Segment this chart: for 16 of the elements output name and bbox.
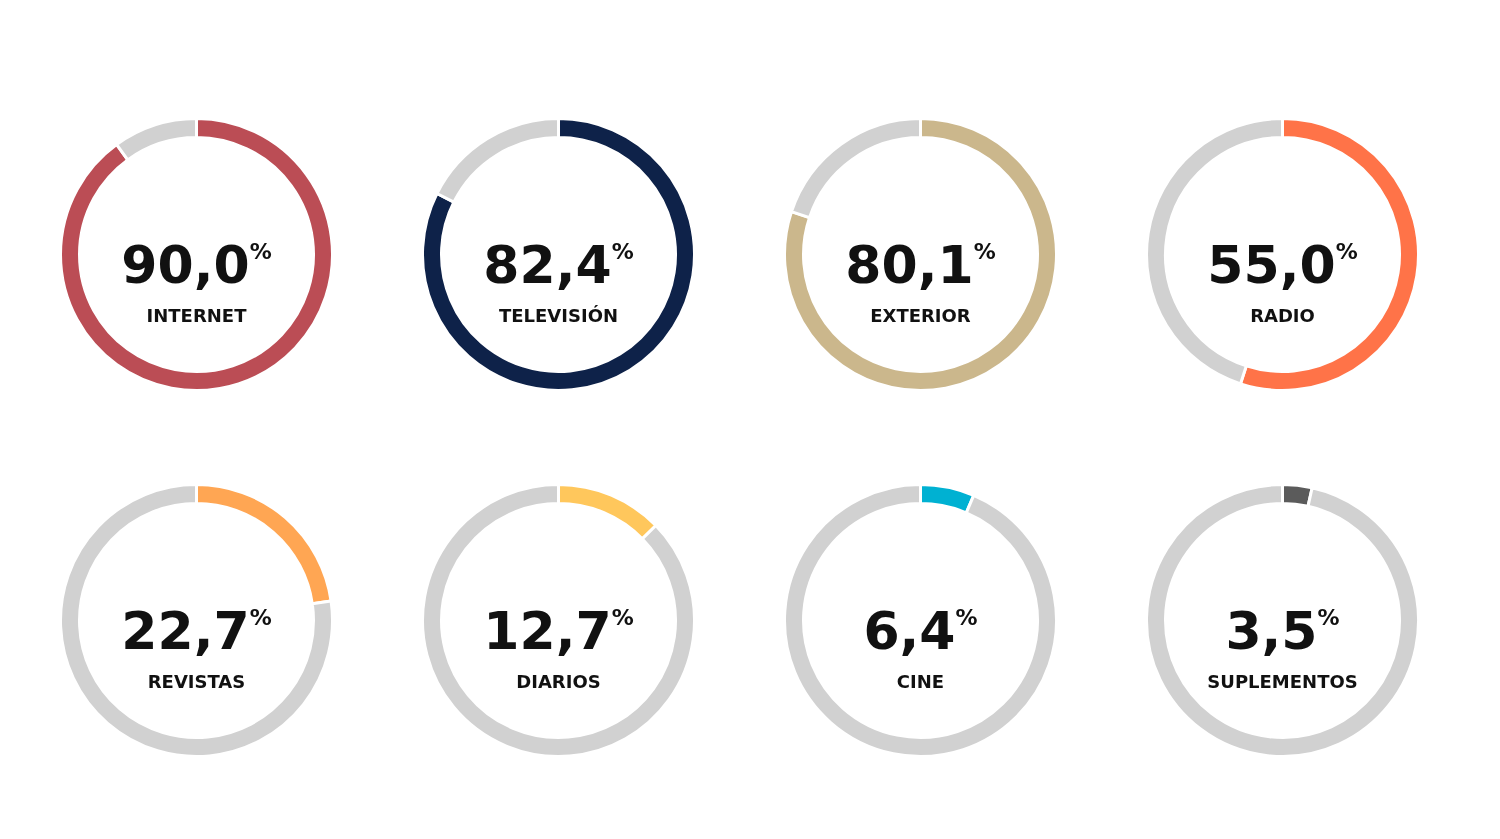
text: 3,5% <box>1225 600 1340 661</box>
text: EXTERIOR <box>870 304 971 326</box>
text: DIARIOS <box>516 670 601 692</box>
text: 22,7% <box>121 600 272 661</box>
text: CINE <box>896 670 945 692</box>
text: INTERNET <box>146 304 248 326</box>
text: RADIO <box>1250 304 1315 326</box>
text: 80,1% <box>845 234 996 295</box>
text: TELEVISIÓN <box>499 304 618 326</box>
text: 55,0% <box>1207 234 1358 295</box>
text: 12,7% <box>483 600 634 661</box>
text: REVISTAS <box>147 670 246 692</box>
text: 6,4% <box>863 600 978 661</box>
text: SUPLEMENTOS <box>1207 670 1358 692</box>
text: 82,4% <box>483 234 634 295</box>
text: 90,0% <box>121 234 272 295</box>
